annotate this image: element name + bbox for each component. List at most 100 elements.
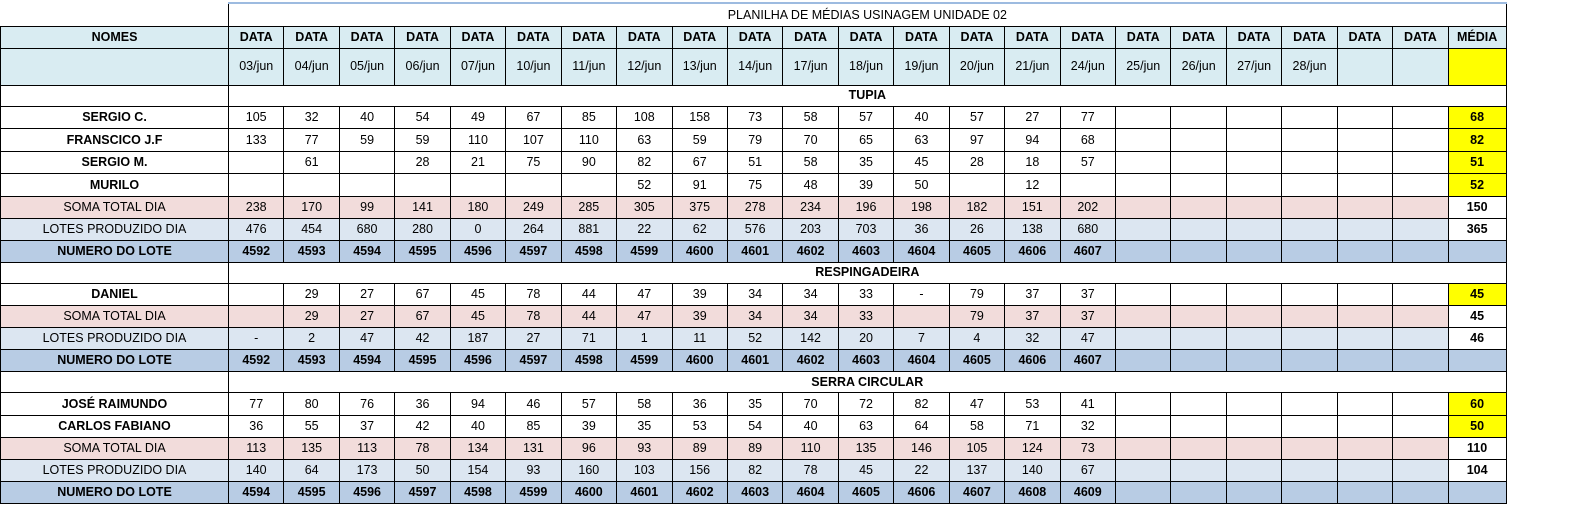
value-cell[interactable]: 32 [1004, 327, 1061, 350]
value-cell[interactable]: 4603 [837, 239, 895, 263]
value-cell[interactable]: 82 [726, 459, 784, 482]
date-cell[interactable]: 28/jun [1281, 47, 1338, 86]
value-cell[interactable]: 49 [449, 105, 507, 129]
value-cell[interactable]: 57 [1059, 150, 1117, 174]
value-cell[interactable]: 703 [837, 217, 895, 241]
value-cell[interactable]: 53 [671, 414, 728, 438]
value-cell[interactable]: 99 [338, 195, 396, 219]
value-cell[interactable] [1336, 128, 1394, 152]
value-cell[interactable] [1114, 150, 1172, 174]
value-cell[interactable]: 65 [837, 128, 895, 152]
value-cell[interactable]: 72 [837, 392, 895, 416]
value-cell[interactable]: 21 [449, 150, 507, 174]
value-cell[interactable] [1170, 105, 1227, 129]
value-cell[interactable]: 59 [394, 128, 451, 152]
value-cell[interactable]: 18 [1004, 150, 1061, 174]
value-cell[interactable] [1225, 437, 1283, 460]
average-cell[interactable]: 150 [1447, 195, 1507, 219]
value-cell[interactable]: 57 [948, 105, 1006, 129]
value-cell[interactable] [1225, 481, 1283, 504]
value-cell[interactable]: 4602 [782, 239, 839, 263]
average-cell[interactable]: 52 [1447, 173, 1507, 197]
value-cell[interactable] [1336, 305, 1394, 328]
value-cell[interactable] [1392, 392, 1449, 416]
value-cell[interactable] [948, 173, 1006, 197]
value-cell[interactable]: 58 [616, 392, 673, 416]
value-cell[interactable] [1059, 173, 1117, 197]
value-cell[interactable] [1336, 173, 1394, 197]
value-cell[interactable] [1281, 239, 1338, 263]
value-cell[interactable] [283, 173, 340, 197]
value-cell[interactable] [1392, 195, 1449, 219]
value-cell[interactable]: 63 [616, 128, 673, 152]
value-cell[interactable] [449, 173, 507, 197]
value-cell[interactable]: 58 [782, 105, 839, 129]
value-cell[interactable]: 110 [449, 128, 507, 152]
value-cell[interactable]: 4598 [560, 239, 618, 263]
value-cell[interactable]: 57 [837, 105, 895, 129]
value-cell[interactable]: 73 [726, 105, 784, 129]
operator-name[interactable]: CARLOS FABIANO [0, 414, 229, 438]
value-cell[interactable]: 4594 [227, 481, 285, 504]
average-cell[interactable]: 45 [1447, 282, 1507, 306]
row-label[interactable]: LOTES PRODUZIDO DIA [0, 459, 229, 482]
value-cell[interactable]: 4605 [948, 349, 1006, 372]
value-cell[interactable] [1170, 437, 1227, 460]
value-cell[interactable]: 103 [616, 459, 673, 482]
row-label[interactable]: SOMA TOTAL DIA [0, 437, 229, 460]
value-cell[interactable]: 4606 [1004, 239, 1061, 263]
value-cell[interactable] [1170, 481, 1227, 504]
value-cell[interactable] [1170, 195, 1227, 219]
value-cell[interactable] [1281, 173, 1338, 197]
value-cell[interactable]: 305 [616, 195, 673, 219]
date-header[interactable]: DATA [283, 25, 340, 49]
value-cell[interactable]: 67 [1059, 459, 1117, 482]
value-cell[interactable]: 4601 [726, 349, 784, 372]
value-cell[interactable]: 203 [782, 217, 839, 241]
value-cell[interactable]: 264 [505, 217, 562, 241]
value-cell[interactable]: 4606 [1004, 349, 1061, 372]
value-cell[interactable] [1281, 128, 1338, 152]
value-cell[interactable]: 202 [1059, 195, 1117, 219]
value-cell[interactable] [1336, 217, 1394, 241]
value-cell[interactable]: 64 [893, 414, 950, 438]
value-cell[interactable] [1170, 327, 1227, 350]
value-cell[interactable]: 182 [948, 195, 1006, 219]
value-cell[interactable]: 108 [616, 105, 673, 129]
value-cell[interactable] [1114, 128, 1172, 152]
value-cell[interactable]: 71 [560, 327, 618, 350]
value-cell[interactable] [227, 282, 285, 306]
value-cell[interactable]: 39 [671, 305, 728, 328]
date-cell[interactable]: 14/jun [726, 47, 784, 86]
value-cell[interactable]: 158 [671, 105, 728, 129]
section-blank-cell[interactable] [0, 371, 229, 393]
value-cell[interactable] [1392, 173, 1449, 197]
value-cell[interactable] [1281, 327, 1338, 350]
value-cell[interactable]: 22 [893, 459, 950, 482]
value-cell[interactable] [1114, 327, 1172, 350]
value-cell[interactable]: 33 [837, 282, 895, 306]
value-cell[interactable] [893, 305, 950, 328]
value-cell[interactable]: 36 [227, 414, 285, 438]
value-cell[interactable] [1114, 392, 1172, 416]
value-cell[interactable]: 68 [1059, 128, 1117, 152]
value-cell[interactable]: 58 [948, 414, 1006, 438]
value-cell[interactable]: 4598 [449, 481, 507, 504]
value-cell[interactable]: 107 [505, 128, 562, 152]
date-header[interactable]: DATA [616, 25, 673, 49]
average-cell[interactable] [1447, 481, 1507, 504]
value-cell[interactable]: 4594 [338, 239, 396, 263]
value-cell[interactable]: 124 [1004, 437, 1061, 460]
value-cell[interactable]: 142 [782, 327, 839, 350]
value-cell[interactable]: 454 [283, 217, 340, 241]
value-cell[interactable]: 40 [338, 105, 396, 129]
value-cell[interactable]: 36 [671, 392, 728, 416]
value-cell[interactable]: 12 [1004, 173, 1061, 197]
value-cell[interactable]: 50 [394, 459, 451, 482]
value-cell[interactable]: 4603 [837, 349, 895, 372]
value-cell[interactable] [1170, 349, 1227, 372]
value-cell[interactable] [1281, 392, 1338, 416]
value-cell[interactable]: 156 [671, 459, 728, 482]
value-cell[interactable]: 198 [893, 195, 950, 219]
value-cell[interactable]: 37 [1059, 282, 1117, 306]
